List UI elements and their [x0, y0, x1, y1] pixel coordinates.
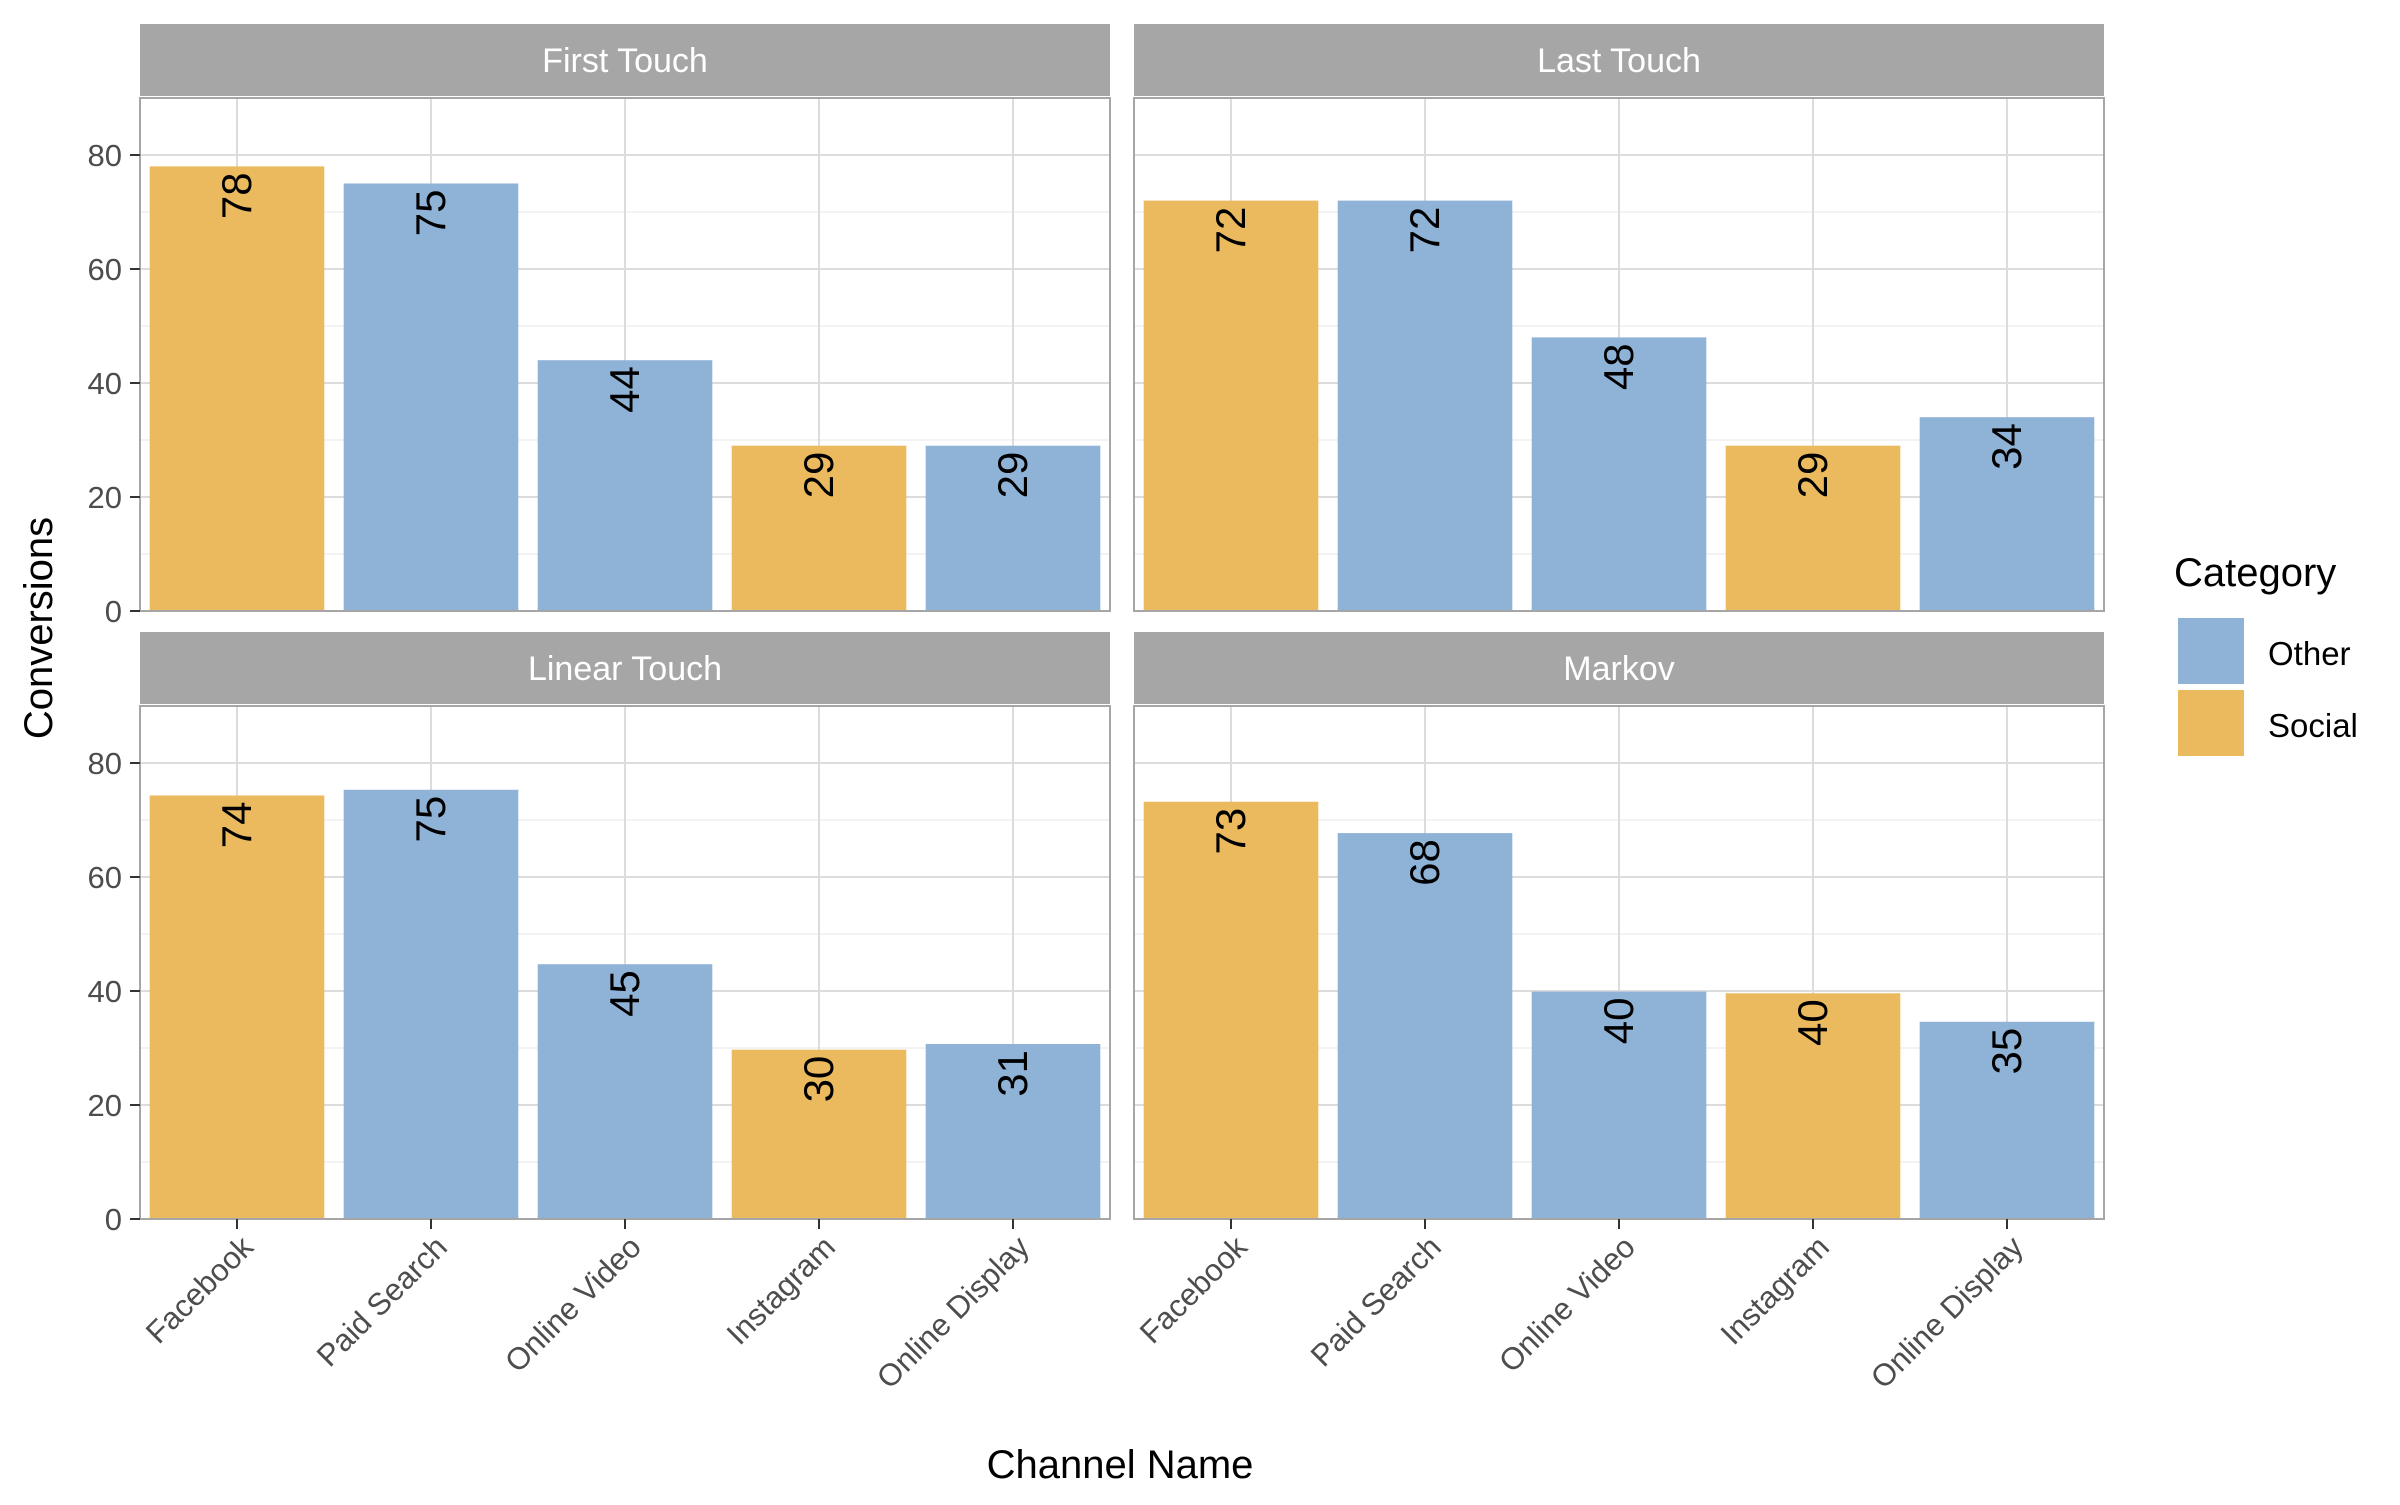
legend-key-other [2178, 618, 2244, 684]
x-axis-title: Channel Name [987, 1443, 1254, 1487]
bar-value-label: 72 [1207, 207, 1254, 254]
y-tick-label: 60 [88, 860, 122, 895]
facet-strip-title: Markov [1563, 650, 1674, 688]
bar [1531, 337, 1707, 611]
bar-value-label: 73 [1207, 808, 1254, 855]
y-tick-label: 80 [88, 138, 122, 173]
x-tick-label: Facebook [139, 1229, 260, 1350]
x-tick-label: Instagram [720, 1229, 842, 1351]
facet-panel: Last Touch 72 72 48 29 34 [1133, 24, 2105, 612]
y-tick-label: 40 [88, 974, 122, 1009]
bar-value-label: 44 [601, 366, 648, 413]
facet-strip [140, 632, 1110, 704]
bar-value-label: 29 [1789, 452, 1836, 499]
facet-strip [140, 24, 1110, 96]
legend-label-social: Social [2268, 707, 2358, 744]
bar-value-label: 35 [1983, 1028, 2030, 1075]
facet-strip-title: First Touch [542, 42, 708, 80]
bar [343, 789, 519, 1219]
facet-strip [1134, 24, 2104, 96]
y-tick-label: 40 [88, 366, 122, 401]
panel-border [139, 97, 1111, 612]
bar-value-label: 34 [1983, 423, 2030, 470]
bar [1725, 445, 1901, 611]
bar [731, 445, 907, 611]
bar-value-label: 31 [989, 1050, 1036, 1097]
panels-layer: First Touch 78 75 44 29 29 0 20 40 60 80 Last Touch… [88, 24, 2105, 1395]
bar [731, 1049, 907, 1219]
legend-key-social [2178, 690, 2244, 756]
legend-label-other: Other [2268, 635, 2351, 672]
bar [537, 360, 713, 611]
bar [925, 1044, 1101, 1219]
x-tick-label: Online Display [870, 1229, 1036, 1395]
bar-value-label: 68 [1401, 839, 1448, 886]
bar [149, 166, 325, 611]
facet-strip-title: Linear Touch [528, 650, 722, 688]
x-tick-label: Facebook [1133, 1229, 1254, 1350]
y-tick-label: 20 [88, 480, 122, 515]
bar-value-label: 74 [213, 801, 260, 848]
y-tick-label: 0 [105, 594, 122, 629]
y-axis-title: Conversions [17, 517, 61, 739]
y-tick-label: 0 [105, 1202, 122, 1237]
panel-border [1133, 97, 2105, 612]
x-tick-label: Instagram [1714, 1229, 1836, 1351]
bar [925, 445, 1101, 611]
bar [1337, 833, 1513, 1219]
facet-panel: First Touch 78 75 44 29 29 0 20 40 60 80 [88, 24, 1111, 629]
x-tick-label: Online Video [1492, 1229, 1642, 1379]
bar-value-label: 72 [1401, 207, 1448, 254]
bar-value-label: 40 [1595, 998, 1642, 1045]
legend-title: Category [2174, 551, 2336, 595]
bar-value-label: 30 [795, 1056, 842, 1103]
bar-value-label: 45 [601, 970, 648, 1017]
bar-value-label: 40 [1789, 999, 1836, 1046]
bar-value-label: 78 [213, 172, 260, 219]
bar [537, 964, 713, 1219]
x-tick-label: Online Display [1864, 1229, 2030, 1395]
bar [343, 183, 519, 611]
bar-value-label: 75 [407, 190, 454, 237]
y-tick-label: 80 [88, 746, 122, 781]
bar [1725, 993, 1901, 1219]
x-tick-label: Paid Search [310, 1229, 454, 1373]
bar [149, 795, 325, 1219]
bar-value-label: 29 [795, 452, 842, 499]
bar [1919, 417, 2095, 611]
x-tick-label: Paid Search [1304, 1229, 1448, 1373]
bar [1919, 1021, 2095, 1219]
bar-value-label: 29 [989, 452, 1036, 499]
bar [1143, 801, 1319, 1219]
facet-strip-title: Last Touch [1537, 42, 1701, 80]
bar [1337, 200, 1513, 611]
bar-value-label: 75 [407, 796, 454, 843]
facet-panel: Linear Touch 74 75 45 30 31 0 20 40 60 80 Facebook P… [88, 632, 1111, 1395]
y-tick-label: 20 [88, 1088, 122, 1123]
bar [1531, 991, 1707, 1219]
bar-value-label: 48 [1595, 343, 1642, 390]
facet-panel: Markov 73 68 40 40 35 Facebook Paid Search Onlin… [1133, 632, 2105, 1395]
facet-strip [1134, 632, 2104, 704]
x-tick-label: Online Video [498, 1229, 648, 1379]
y-tick-label: 60 [88, 252, 122, 287]
bar [1143, 200, 1319, 611]
legend: Category Other Social [2174, 551, 2358, 756]
